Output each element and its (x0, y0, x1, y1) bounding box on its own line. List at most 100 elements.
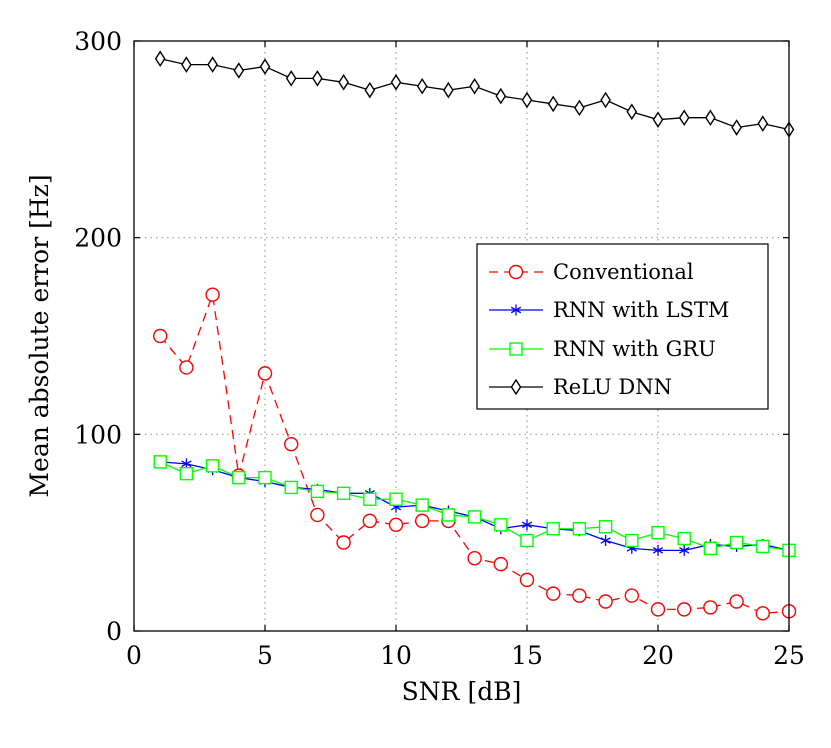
x-axis-title: SNR [dB] (402, 677, 522, 706)
data-point (389, 492, 403, 506)
data-point (572, 588, 587, 603)
series-relu-dnn (154, 50, 795, 138)
data-point (729, 535, 744, 550)
data-point (652, 544, 664, 556)
data-point (574, 99, 585, 117)
data-point (703, 600, 718, 615)
data-point (495, 87, 507, 105)
legend-marker (510, 304, 522, 316)
data-point (678, 109, 690, 126)
data-point (181, 56, 192, 73)
data-point (731, 119, 742, 136)
data-point (388, 517, 404, 532)
legend-label: Conventional (553, 260, 694, 284)
data-point (207, 56, 218, 73)
data-point (625, 533, 639, 548)
data-point (494, 518, 508, 532)
data-point (415, 498, 429, 512)
x-tick-label: 5 (257, 641, 273, 670)
x-tick-label: 10 (380, 641, 412, 670)
data-point (259, 58, 271, 75)
data-point (572, 522, 587, 536)
data-point (284, 436, 299, 452)
data-point (258, 470, 272, 485)
series-rnn-with-gru (153, 455, 796, 558)
data-point (257, 366, 273, 381)
data-point (493, 556, 508, 572)
data-point (521, 519, 533, 531)
y-tick-label: 0 (106, 617, 122, 646)
data-point (338, 74, 349, 91)
data-point (285, 70, 297, 87)
data-point (416, 77, 428, 95)
legend-item-rnn-with-gru: RNN with GRU (489, 337, 716, 361)
data-point (467, 510, 482, 524)
data-point (598, 594, 613, 609)
data-point (415, 513, 430, 529)
data-point (153, 455, 167, 469)
data-point (626, 103, 638, 121)
data-point (520, 533, 534, 548)
data-point (519, 572, 535, 588)
legend-label: RNN with LSTM (553, 298, 729, 322)
data-point (705, 109, 716, 126)
data-point (284, 480, 298, 495)
grid (134, 41, 789, 631)
y-tick-label: 300 (74, 27, 122, 56)
plot-frame (133, 40, 790, 632)
data-point (679, 544, 690, 556)
data-point (443, 81, 454, 99)
data-point (364, 81, 376, 99)
series-line (160, 461, 790, 552)
data-point (546, 586, 561, 601)
data-point (677, 602, 692, 617)
data-point (336, 486, 351, 501)
data-point (205, 287, 220, 302)
series-line (159, 461, 790, 552)
y-tick-label: 100 (74, 420, 122, 449)
legend-item-conventional: Conventional (489, 260, 694, 284)
data-point (624, 588, 639, 603)
y-axis-title: Mean absolute error [Hz] (25, 174, 54, 497)
data-point (390, 74, 402, 91)
data-point (755, 606, 770, 621)
data-point (310, 507, 325, 523)
legend-item-rnn-with-lstm: RNN with LSTM (489, 298, 729, 322)
data-point (310, 484, 325, 499)
data-point (677, 531, 691, 546)
data-point (546, 522, 560, 536)
series-layer (152, 50, 797, 621)
data-point (521, 91, 533, 109)
data-point (362, 513, 377, 529)
data-point (600, 91, 611, 109)
data-point (469, 77, 480, 95)
data-point (756, 539, 770, 554)
series-rnn-with-lstm (155, 456, 795, 556)
data-point (154, 50, 166, 67)
x-tick-label: 0 (126, 641, 142, 670)
data-point (729, 594, 744, 609)
legend: Conventional RNN with LSTM RNN with GRU ReL… (476, 243, 769, 410)
legend-label: RNN with GRU (553, 337, 716, 361)
data-point (467, 551, 482, 566)
data-point (547, 95, 559, 113)
data-point (312, 70, 323, 87)
data-point (650, 602, 666, 617)
data-point (179, 466, 194, 481)
data-point (232, 470, 246, 485)
legend-label: ReLU DNN (553, 375, 672, 399)
data-point (336, 535, 351, 550)
x-tick-label: 20 (642, 641, 674, 670)
legend-marker (508, 264, 524, 280)
data-point (152, 328, 168, 344)
data-point (233, 62, 245, 79)
data-point (600, 535, 611, 547)
y-tick-label: 200 (74, 224, 122, 253)
data-point (598, 520, 613, 534)
data-point (651, 525, 665, 540)
x-tick-label: 15 (511, 641, 543, 670)
data-point (703, 541, 718, 556)
data-point (757, 115, 769, 132)
x-tick-label: 25 (773, 641, 805, 670)
legend-marker (509, 342, 523, 356)
